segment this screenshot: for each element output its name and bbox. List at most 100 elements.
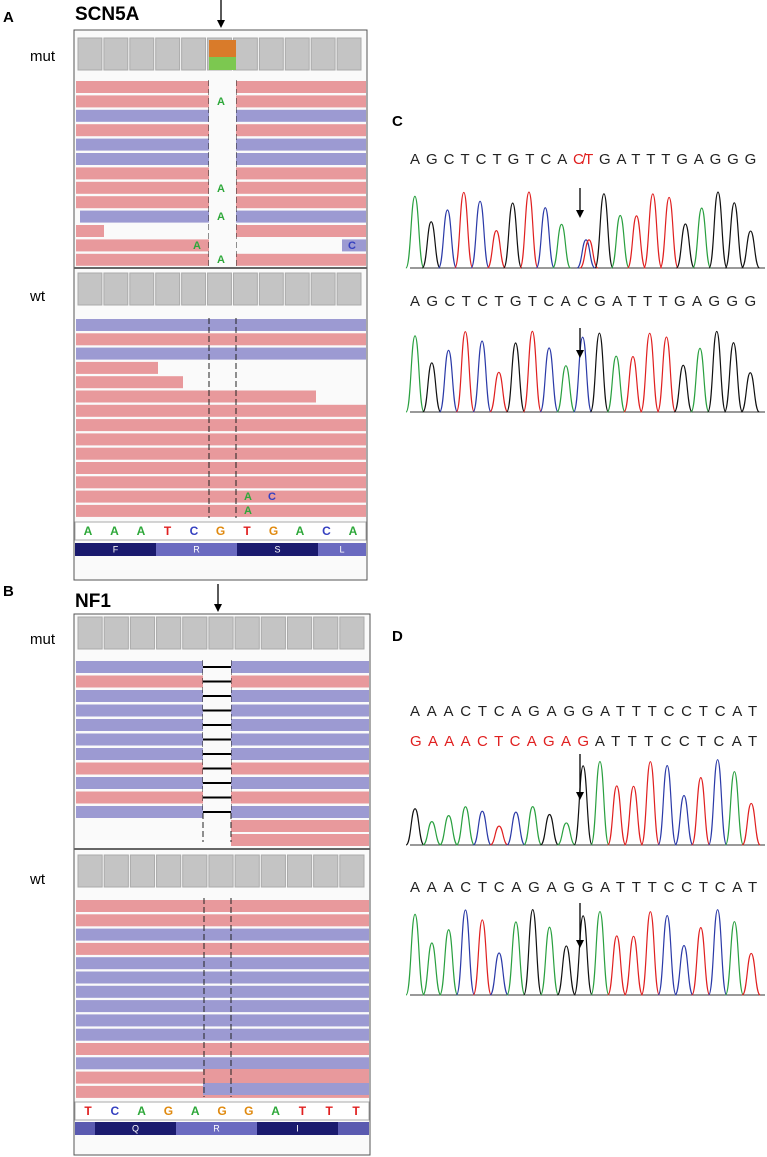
peak — [708, 759, 728, 846]
amino-acid: Q — [132, 1123, 139, 1133]
mismatch: A — [244, 505, 252, 517]
amino-acid: I — [296, 1123, 299, 1133]
sequence: AGCTCTGTCACGATTTGAGGG — [410, 293, 756, 310]
amino-acid: S — [274, 544, 280, 554]
peak — [506, 811, 526, 846]
codon — [318, 543, 366, 556]
peak — [690, 347, 710, 413]
peak — [573, 915, 593, 996]
peak — [607, 785, 627, 846]
sequence: ATTTCCTCAT — [595, 733, 757, 750]
ref-bg — [74, 521, 367, 541]
peak — [623, 785, 644, 846]
read — [231, 675, 369, 688]
read — [76, 333, 366, 346]
peak — [421, 221, 441, 269]
read — [76, 762, 203, 775]
peak — [454, 191, 474, 269]
read — [231, 806, 369, 818]
peak — [405, 195, 425, 269]
peak — [573, 765, 593, 846]
peak — [470, 200, 490, 269]
peak — [535, 207, 555, 269]
peak — [506, 921, 526, 996]
coverage-bar — [336, 37, 362, 71]
codon — [237, 543, 318, 556]
coverage-bar — [77, 272, 103, 306]
peak — [724, 921, 745, 996]
mismatch: A — [193, 240, 201, 252]
panel-label: B — [3, 583, 14, 600]
peak — [489, 825, 509, 846]
amino-acid: L — [339, 544, 344, 554]
peak — [438, 349, 459, 413]
peak — [626, 215, 647, 269]
reference-base: T — [326, 1104, 334, 1118]
read — [76, 748, 203, 760]
peak — [489, 952, 509, 996]
peak — [657, 765, 677, 846]
coverage-bar — [234, 854, 260, 888]
mismatch: A — [217, 211, 225, 223]
peak — [422, 820, 442, 846]
coverage-bar — [77, 616, 103, 650]
read — [76, 661, 203, 673]
peak — [643, 193, 663, 269]
amino-acid: F — [113, 544, 119, 554]
peak — [405, 335, 425, 413]
coverage-bar — [129, 37, 155, 71]
amino-acid: R — [213, 1123, 220, 1133]
reference-base: C — [322, 524, 331, 538]
reference-base: C — [190, 524, 199, 538]
reference-base: A — [349, 524, 358, 538]
reference-base: T — [352, 1104, 360, 1118]
read — [231, 748, 369, 760]
read — [76, 928, 369, 941]
read — [231, 733, 369, 746]
peak — [590, 760, 610, 846]
coverage-bar — [260, 616, 286, 650]
read — [76, 1014, 369, 1027]
reference-base: G — [216, 524, 225, 538]
coverage-bar — [208, 854, 234, 888]
peak — [506, 342, 526, 413]
read — [76, 690, 203, 702]
read — [76, 1028, 369, 1041]
read — [76, 476, 366, 489]
read — [76, 806, 203, 818]
coverage-bar — [286, 854, 313, 888]
peak — [640, 761, 660, 846]
peak — [523, 909, 543, 996]
read — [342, 239, 366, 252]
reference-base: G — [164, 1104, 173, 1118]
codon — [176, 1122, 257, 1135]
read — [76, 1057, 369, 1070]
peak — [472, 340, 492, 413]
mismatch: A — [244, 491, 252, 503]
coverage-bar — [339, 616, 365, 650]
reference-base: G — [244, 1104, 253, 1118]
gene-name: NF1 — [75, 591, 111, 612]
peak — [405, 808, 425, 846]
coverage-bar — [156, 616, 182, 650]
peak — [556, 945, 576, 996]
read — [76, 719, 203, 731]
read — [203, 1069, 369, 1081]
coverage-bar — [181, 37, 207, 71]
deletion-gap — [203, 660, 231, 810]
coverage-bar — [232, 37, 258, 71]
peak — [675, 223, 695, 269]
reference-base: A — [191, 1104, 200, 1118]
codon — [95, 1122, 176, 1135]
coverage-bar — [339, 854, 365, 888]
peak — [455, 806, 476, 846]
mismatch: C — [348, 240, 356, 252]
coverage-bar — [234, 616, 260, 650]
coverage-bar — [260, 854, 286, 888]
read — [76, 914, 369, 927]
peak — [741, 802, 761, 846]
peak — [422, 362, 442, 413]
peak — [691, 777, 711, 846]
peak — [539, 347, 559, 413]
read — [76, 225, 104, 237]
